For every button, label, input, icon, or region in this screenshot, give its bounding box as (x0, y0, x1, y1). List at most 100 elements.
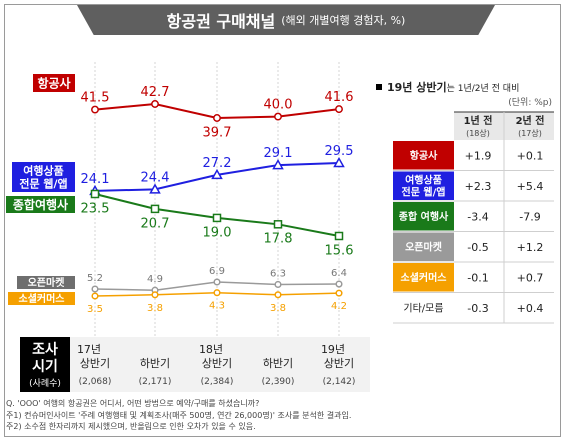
table-col2-sub: (17상) (518, 128, 542, 138)
series-1-point-2 (211, 168, 223, 180)
series-0-point-1 (151, 100, 159, 108)
series-0-point-2 (213, 114, 221, 122)
series-1-point-4 (333, 156, 345, 168)
series-1-value-4: 29.5 (325, 144, 354, 159)
table-row-v1-1: +2.3 (465, 180, 492, 193)
series-4-point-1 (151, 291, 159, 299)
series-0-point-0 (91, 105, 99, 114)
series-2-point-3 (273, 220, 283, 229)
table-row-v2-5: +0.4 (517, 302, 544, 315)
series-0-point-3 (274, 112, 282, 121)
series-4-value-1: 3.8 (147, 303, 163, 314)
legend-label-1-0: 여행상품 (23, 163, 63, 177)
series-4-point-4 (335, 289, 343, 297)
table-row-v2-2: -7.9 (519, 210, 540, 223)
table-col2-header: 2년 전 (516, 114, 545, 127)
series-2-point-0 (90, 189, 100, 199)
legend-box-2 (6, 196, 75, 213)
series-0-value-0: 41.5 (81, 91, 110, 106)
x-tick-count-0: (2,068) (79, 377, 112, 387)
table-row-label-5-0: 기타/모름 (403, 302, 443, 314)
series-3-point-0 (91, 285, 99, 293)
x-tick-count-3: (2,390) (262, 377, 295, 387)
table-row-label-0-0: 항공사 (410, 149, 438, 162)
table-row-label-1-1: 전문 웹/앱 (402, 185, 446, 198)
table-heading: 19년 상반기는 1년/2년 전 대비 (387, 80, 519, 94)
x-tick-count-1: (2,171) (139, 377, 172, 387)
series-1-value-1: 24.4 (141, 170, 170, 185)
series-2-value-2: 19.0 (203, 225, 232, 240)
table-row-label-2-0: 종합 여행사 (399, 210, 449, 223)
legend-label-0-0: 항공사 (37, 75, 70, 90)
title-bar: 항공권 구매채널 (해외 개별여행 경험자, %) (77, 5, 495, 35)
series-1-value-3: 29.1 (264, 146, 293, 161)
xaxis-title-3: (사례수) (29, 378, 61, 389)
table-row-label-bg-4 (393, 263, 454, 292)
series-2-point-2 (212, 213, 222, 223)
series-3-value-3: 6.3 (270, 268, 286, 279)
table-row-v1-3: -0.5 (467, 241, 488, 254)
series-3-value-4: 6.4 (331, 268, 347, 279)
series-4-value-4: 4.2 (331, 301, 347, 312)
table-row-v2-1: +5.4 (517, 180, 544, 193)
table-row-v2-3: +1.2 (517, 241, 544, 254)
series-0-point-4 (335, 105, 343, 114)
xaxis-title-2: 시기 (32, 359, 58, 375)
legend-label-4-0: 소셜커머스 (19, 292, 65, 305)
table-row-label-4-0: 소셜커머스 (401, 271, 447, 284)
series-1-value-0: 24.1 (81, 172, 110, 187)
series-4-point-2 (213, 289, 221, 297)
table-row-v2-4: +0.7 (517, 271, 544, 284)
legend-box-4 (8, 292, 75, 305)
table-heading-bullet (376, 84, 382, 90)
chart-subtitle: (해외 개별여행 경험자, %) (281, 14, 406, 27)
legend-box-1 (12, 162, 75, 192)
x-tick-count-4: (2,142) (323, 377, 356, 387)
legend-label-2-0: 종합여행사 (13, 197, 68, 212)
series-3-value-1: 4.9 (147, 274, 163, 285)
series-4-value-2: 4.3 (209, 301, 225, 312)
table-row-v1-5: -0.3 (467, 302, 488, 315)
series-2-value-0: 23.5 (81, 201, 110, 216)
series-4-value-0: 3.5 (87, 304, 103, 315)
series-0-value-2: 39.7 (203, 125, 232, 140)
footnote-1: 주1) 컨슈머인사이트 '주례 여행행태 및 계획조사(매주 500명, 연간 … (6, 410, 352, 420)
series-4-value-3: 3.8 (270, 303, 286, 314)
footnotes: Q. 'OOO' 여행의 항공권은 어디서, 어떤 방법으로 예약/구매를 하셨… (6, 398, 351, 433)
table-row-v1-4: -0.1 (467, 271, 488, 284)
x-tick-label-3: 하반기 (263, 356, 293, 370)
series-0-value-3: 40.0 (264, 98, 293, 113)
x-tick-year-0: 17년 (77, 343, 101, 356)
footnote-2: 주2) 소수점 한자리까지 제시했으며, 반올림으로 인한 오차가 있을 수 있… (6, 422, 256, 431)
x-tick-year-4: 19년 (321, 343, 345, 356)
series-3-point-4 (335, 280, 343, 288)
series-0-value-4: 41.6 (325, 90, 354, 105)
table-unit: (단위: %p) (508, 97, 552, 108)
table-row-label-3-0: 오픈마켓 (405, 240, 442, 253)
table-row-v1-2: -3.4 (467, 210, 488, 223)
table-row-label-bg-1 (393, 171, 454, 200)
xaxis-title-box (20, 337, 70, 392)
x-tick-label-1: 하반기 (140, 356, 170, 370)
series-3-point-3 (274, 280, 282, 289)
series-2-value-3: 17.8 (264, 232, 293, 247)
table-row-label-bg-2 (393, 202, 454, 231)
x-tick-label-0: 상반기 (80, 357, 110, 370)
legend-label-1-1: 전문 웹/앱 (19, 176, 67, 190)
series-1-value-2: 27.2 (203, 156, 232, 171)
x-tick-label-2: 상반기 (202, 357, 232, 370)
table-col1-sub: (18상) (466, 128, 490, 138)
series-0-value-1: 42.7 (141, 85, 170, 100)
series-2-value-4: 15.6 (325, 243, 354, 258)
series-2-point-1 (150, 204, 160, 214)
series-1-point-1 (149, 183, 161, 194)
legend-box-0 (33, 74, 75, 92)
series-2-point-4 (334, 231, 344, 241)
table-row-v1-0: +1.9 (465, 149, 492, 162)
table-row-v2-0: +0.1 (517, 149, 544, 162)
footnote-question: Q. 'OOO' 여행의 항공권은 어디서, 어떤 방법으로 예약/구매를 하셨… (6, 399, 260, 408)
legend-box-3 (17, 276, 75, 289)
table-row-label-bg-0 (393, 141, 454, 170)
table-col1-header: 1년 전 (464, 114, 493, 127)
